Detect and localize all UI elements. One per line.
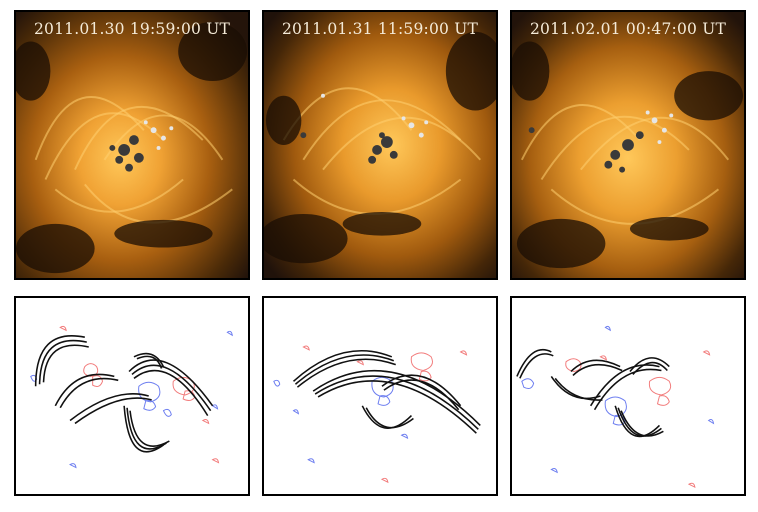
field-line-plot-3 (516, 325, 715, 489)
timestamp-label: 2011.02.01 00:47:00 UT (529, 20, 727, 38)
euv-image-3 (512, 12, 744, 278)
positive-polarity-contours (302, 345, 468, 484)
negative-polarity-contours (273, 376, 409, 464)
timestamp-label: 2011.01.30 19:59:00 UT (33, 20, 231, 38)
field-line-panel-1 (14, 296, 250, 496)
euv-image-panel-1: 2011.01.30 19:59:00 UT (14, 10, 250, 280)
field-line-panel-2 (262, 296, 498, 496)
field-lines (292, 350, 481, 434)
field-lines (516, 348, 670, 438)
negative-polarity-contours (30, 330, 233, 469)
euv-image-panel-2: 2011.01.31 11:59:00 UT (262, 10, 498, 280)
field-line-plot-2 (273, 345, 481, 484)
euv-image-2 (264, 12, 496, 278)
positive-polarity-contours (565, 350, 711, 489)
field-line-plot-1 (30, 325, 233, 469)
field-line-panel-3 (510, 296, 746, 496)
euv-image-panel-3: 2011.02.01 00:47:00 UT (510, 10, 746, 280)
negative-polarity-contours (521, 325, 715, 474)
field-lines (34, 335, 214, 453)
timestamp-label: 2011.01.31 11:59:00 UT (281, 20, 479, 38)
euv-image-1 (16, 12, 248, 278)
